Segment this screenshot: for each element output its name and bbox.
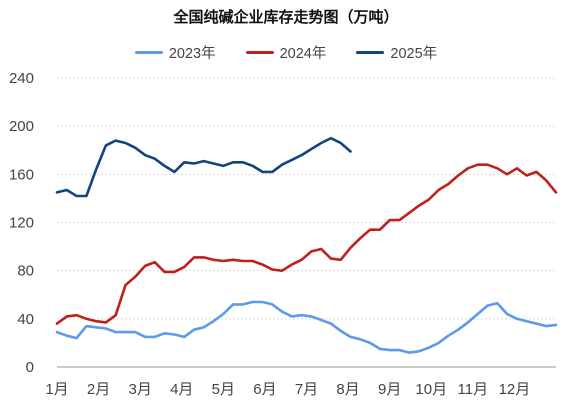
x-tick-label-11: 11月 bbox=[458, 381, 489, 398]
series-line-2025年 bbox=[55, 136, 352, 198]
chart-title: 全国纯碱企业库存走势图（万吨） bbox=[173, 8, 399, 26]
x-tick-label-1: 1月 bbox=[45, 381, 68, 398]
x-tick-label-10: 10月 bbox=[415, 381, 447, 398]
x-tick-label-6: 6月 bbox=[253, 381, 276, 398]
legend-item-2025: 2025年 bbox=[356, 42, 437, 63]
legend-swatch-2025 bbox=[356, 51, 385, 54]
legend-label-2025: 2025年 bbox=[390, 46, 438, 62]
y-tick-label-40: 40 bbox=[17, 311, 34, 328]
x-tick-label-7: 7月 bbox=[295, 381, 318, 398]
y-tick-label-240: 240 bbox=[9, 70, 34, 87]
legend-item-2024: 2024年 bbox=[245, 42, 327, 63]
x-tick-label-12: 12月 bbox=[499, 381, 531, 398]
legend-label-2023: 2023年 bbox=[168, 46, 216, 62]
y-tick-label-120: 120 bbox=[9, 215, 34, 232]
legend-swatch-2023 bbox=[134, 51, 163, 54]
x-tick-label-5: 5月 bbox=[212, 381, 235, 398]
legend-swatch-2024 bbox=[245, 51, 274, 54]
x-tick-label-2: 2月 bbox=[87, 381, 110, 398]
legend-label-2024: 2024年 bbox=[279, 46, 327, 62]
y-tick-label-80: 80 bbox=[17, 263, 34, 280]
x-tick-label-4: 4月 bbox=[170, 381, 193, 398]
legend-item-2023: 2023年 bbox=[134, 42, 216, 63]
x-tick-label-8: 8月 bbox=[336, 381, 359, 398]
x-tick-label-9: 9月 bbox=[378, 381, 401, 398]
y-tick-label-200: 200 bbox=[9, 118, 34, 135]
x-tick-label-3: 3月 bbox=[128, 381, 151, 398]
y-tick-label-0: 0 bbox=[26, 359, 34, 376]
series-line-2023年 bbox=[55, 300, 558, 354]
series-line-2024年 bbox=[55, 163, 558, 325]
y-tick-label-160: 160 bbox=[9, 166, 34, 183]
legend: 2023年 2024年 2025年 bbox=[0, 42, 572, 63]
